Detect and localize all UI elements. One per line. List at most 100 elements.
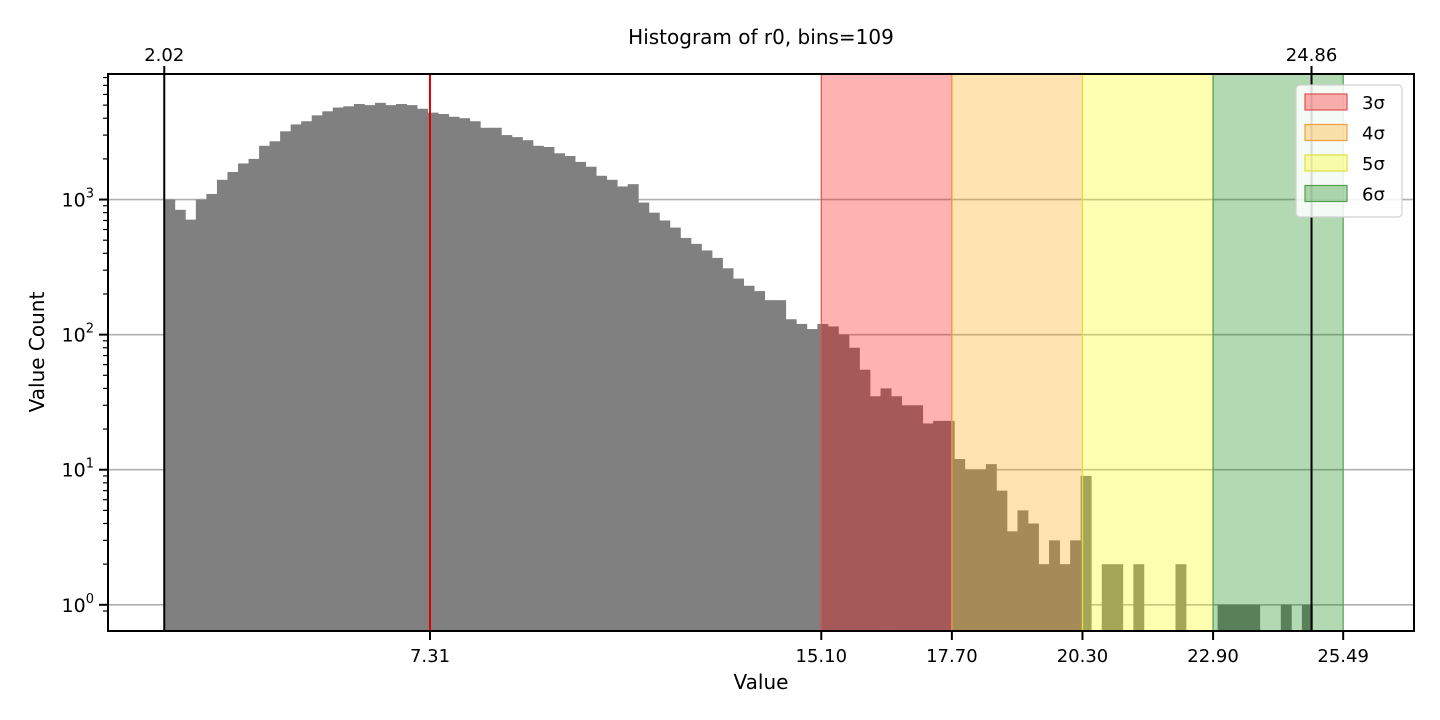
histogram-bar — [406, 105, 418, 632]
histogram-bar — [1017, 510, 1029, 631]
histogram-bar — [985, 464, 997, 631]
histogram-bar — [638, 202, 650, 631]
histogram-bar — [237, 163, 249, 631]
histogram-bar — [259, 145, 270, 631]
histogram-bar — [290, 124, 302, 632]
y-tick-label: 101 — [62, 457, 94, 482]
histogram-bar — [785, 319, 797, 631]
histogram-bar — [585, 166, 597, 631]
histogram-bar — [280, 131, 292, 631]
sigma-band — [951, 74, 1083, 631]
histogram-bar — [606, 179, 618, 632]
histogram-bar — [617, 186, 629, 631]
histogram-bar — [216, 179, 228, 632]
legend-swatch — [1304, 184, 1348, 203]
legend-swatch — [1304, 154, 1348, 172]
sigma-bands — [820, 74, 1344, 631]
histogram-bar — [522, 140, 534, 631]
histogram-bar — [427, 112, 439, 631]
histogram-bar — [206, 193, 218, 631]
x-tick-label: 15.10 — [796, 646, 848, 667]
histogram-bar — [975, 469, 987, 631]
histogram-bar — [733, 278, 744, 631]
histogram-bar — [564, 156, 576, 631]
histogram-bar — [1217, 604, 1229, 631]
histogram-bar — [1006, 531, 1018, 631]
histogram-bar — [195, 199, 207, 631]
histogram-bar — [912, 405, 924, 631]
histogram-bar — [164, 199, 176, 631]
histogram-bar — [311, 115, 323, 631]
histogram-bar — [1133, 564, 1145, 631]
histogram-bar — [269, 141, 281, 632]
histogram-bar — [848, 347, 860, 631]
histogram-bars — [164, 102, 1313, 632]
histogram-bar — [701, 250, 713, 631]
histogram-bar — [648, 212, 660, 631]
histogram-bar — [806, 329, 818, 631]
histogram-bar — [301, 121, 313, 631]
top-tick-label: 2.02 — [144, 45, 184, 66]
legend: 3σ 4σ 5σ 6σ — [1295, 84, 1403, 218]
histogram-bar — [1027, 523, 1039, 631]
histogram-bar — [722, 268, 734, 631]
histogram-bar — [943, 420, 955, 631]
sigma-band — [1082, 74, 1214, 631]
legend-label: 6σ — [1362, 185, 1385, 206]
histogram-bar — [469, 121, 481, 631]
x-tick-label: 17.70 — [926, 646, 978, 667]
histogram-bar — [490, 127, 502, 632]
histogram-bar — [880, 388, 892, 631]
histogram-bar — [954, 459, 966, 631]
histogram-bar — [1301, 604, 1313, 631]
histogram-bar — [374, 102, 386, 631]
histogram-bar — [869, 396, 881, 631]
histogram-bar — [395, 103, 407, 631]
histogram-bar — [659, 220, 671, 632]
y-axis-ticks: 100 101 102 103 — [62, 76, 108, 617]
legend-label: 5σ — [1362, 154, 1385, 175]
chart-title: Histogram of r0, bins=109 — [628, 25, 894, 49]
y-tick-label: 102 — [62, 322, 94, 347]
y-tick-label: 100 — [62, 592, 94, 617]
histogram-bar — [1080, 475, 1092, 631]
legend-swatch — [1304, 93, 1348, 111]
x-tick-label: 20.30 — [1057, 646, 1109, 667]
histogram-bar — [1228, 604, 1240, 631]
histogram-bar — [1049, 540, 1060, 631]
legend-label: 4σ — [1362, 124, 1385, 145]
y-tick-label: 103 — [62, 187, 94, 212]
histogram-bar — [764, 300, 776, 631]
histogram-bar — [933, 420, 945, 631]
x-axis-ticks: 7.31 15.10 17.70 20.30 22.90 25.49 — [410, 631, 1369, 667]
x-tick-label: 7.31 — [410, 646, 450, 667]
histogram-bar — [1070, 540, 1082, 631]
histogram-bar — [438, 113, 450, 631]
histogram-bar — [1280, 604, 1292, 631]
histogram-bar — [690, 243, 702, 632]
histogram-bar — [754, 291, 766, 631]
histogram-bar — [174, 209, 186, 631]
histogram-bar — [448, 116, 460, 632]
histogram-bar — [385, 105, 397, 632]
histogram-bar — [891, 396, 902, 631]
x-tick-label: 25.49 — [1317, 646, 1369, 667]
histogram-bar — [596, 175, 608, 631]
histogram-bar — [680, 237, 692, 631]
legend-label: 3σ — [1362, 93, 1385, 114]
histogram-bar — [1059, 564, 1071, 631]
histogram-bar — [332, 107, 344, 631]
histogram-bar — [322, 111, 334, 632]
histogram-bar — [669, 227, 681, 632]
histogram-bar — [775, 300, 787, 631]
histogram-bar — [227, 171, 239, 631]
histogram-bar — [459, 118, 471, 632]
histogram-bar — [1112, 564, 1124, 631]
histogram-bar — [532, 145, 544, 631]
histogram-bar — [1101, 564, 1113, 631]
x-axis-label: Value — [734, 670, 789, 694]
histogram-bar — [1249, 604, 1261, 631]
histogram-bar — [553, 153, 565, 631]
histogram-bar — [543, 146, 555, 631]
